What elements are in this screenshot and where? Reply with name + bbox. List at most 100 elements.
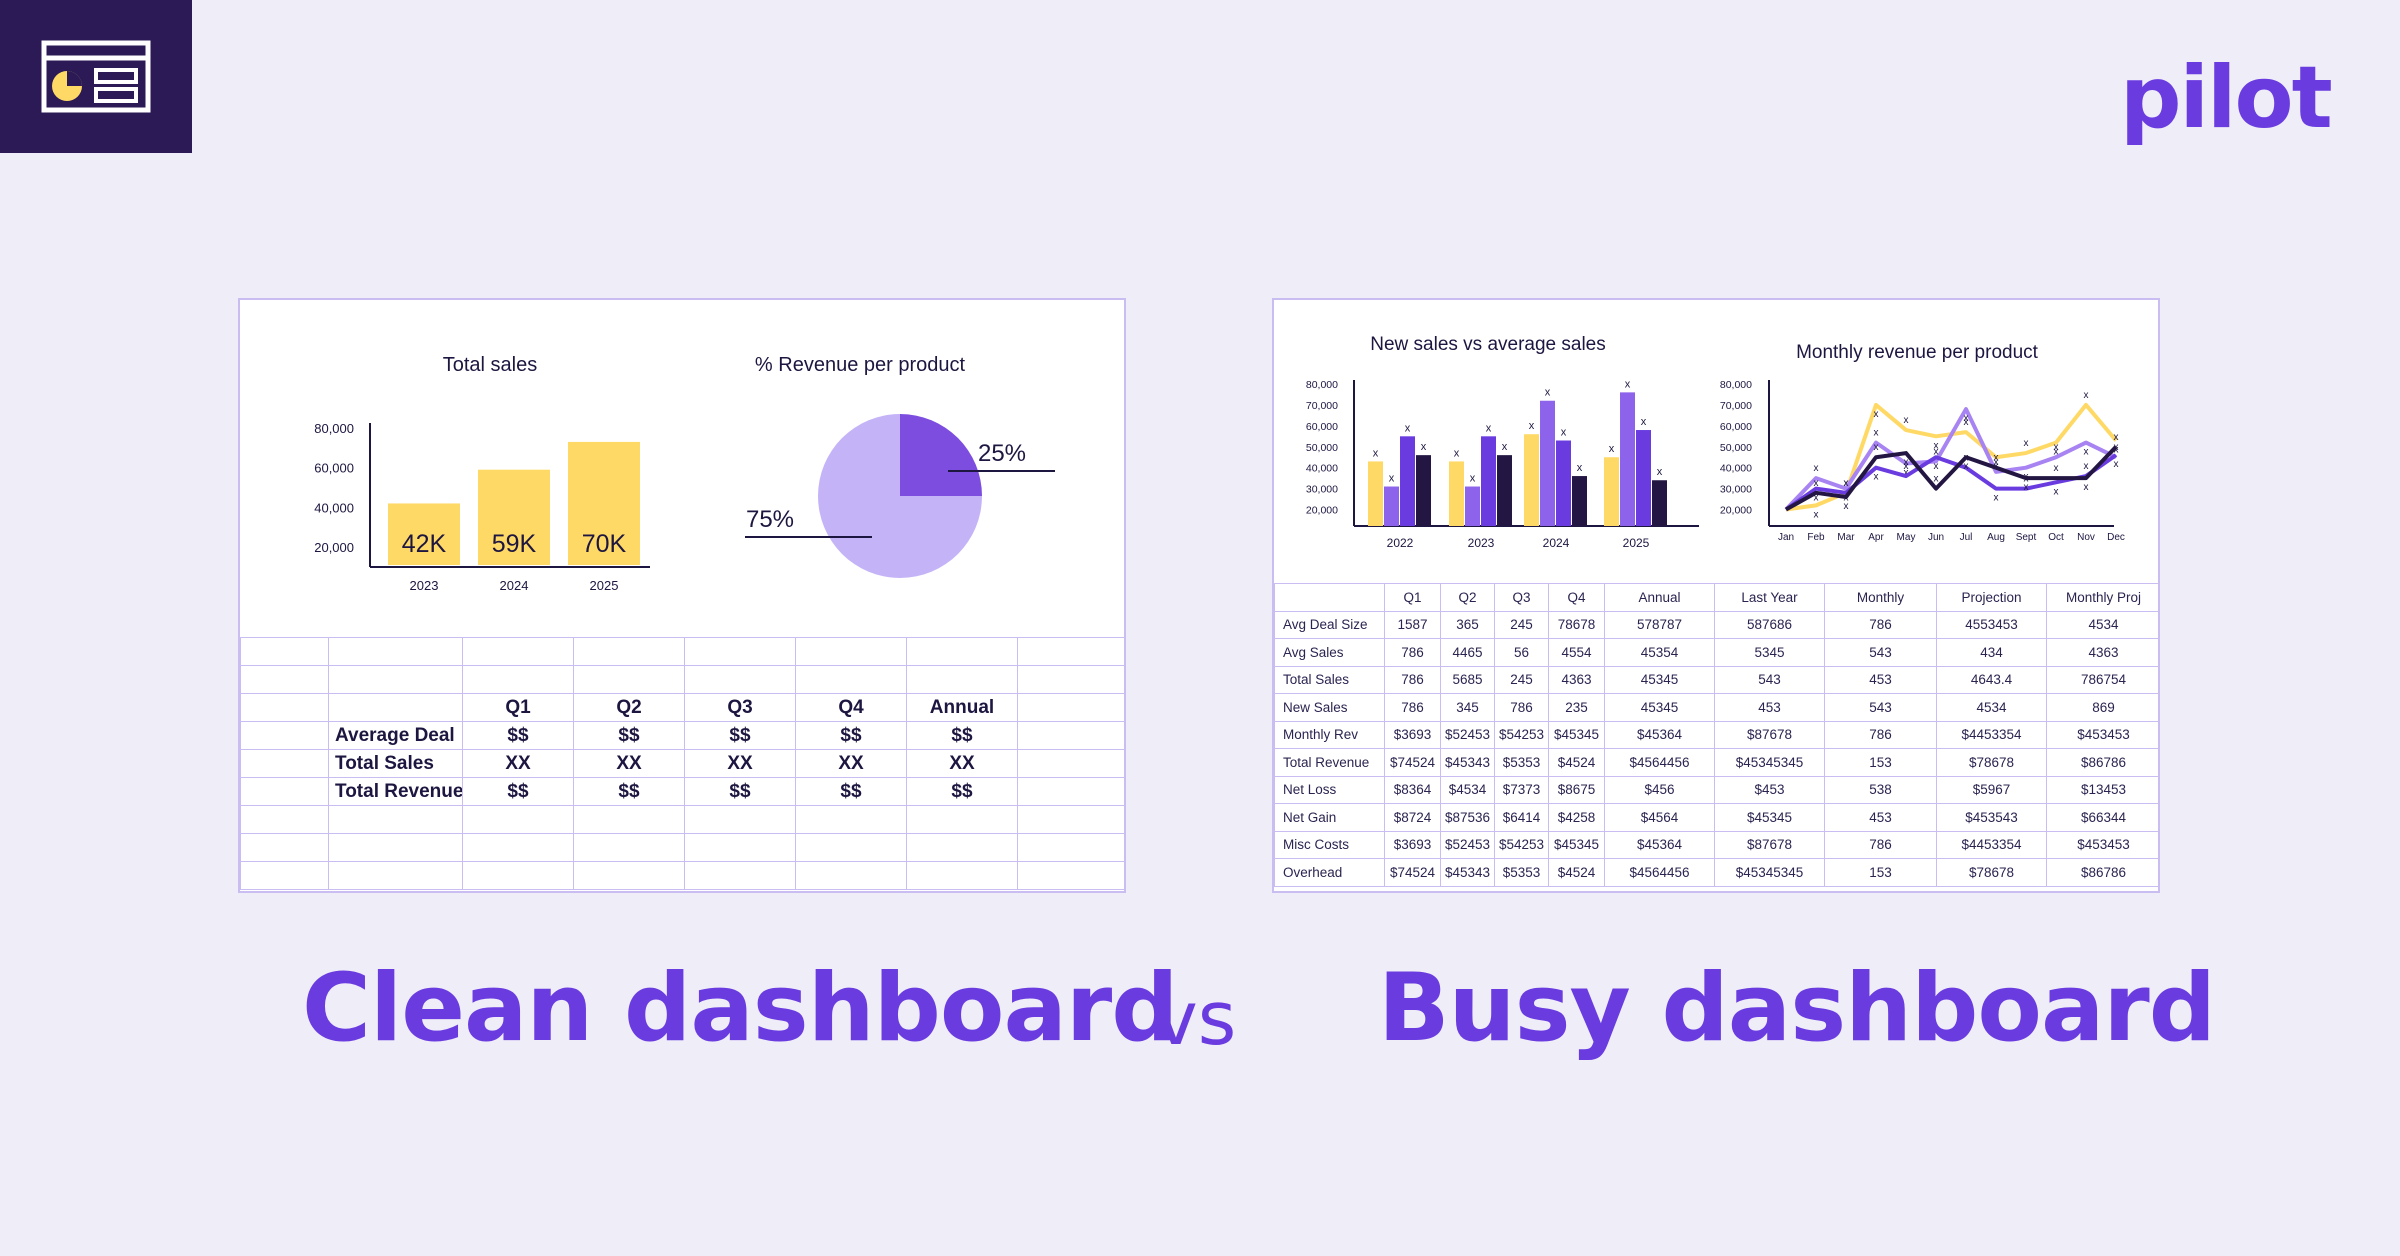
- table-cell: 578787: [1604, 610, 1715, 639]
- point-marker: x: [2114, 459, 2119, 470]
- table-cell: 4465: [1440, 638, 1495, 667]
- table-cell: $45345345: [1714, 858, 1825, 887]
- point-marker: x: [1904, 468, 1909, 479]
- clean-data-table: Q1 Q2 Q3 Q4 Annual Average Deal $$ $$ $$ $$ $$ Tota…: [240, 637, 1124, 890]
- bar: [568, 441, 640, 565]
- table-cell: 869: [2046, 693, 2158, 722]
- bar-marker: x: [1454, 447, 1460, 459]
- pie-slice: [900, 414, 982, 496]
- table-cell: Q1: [462, 693, 574, 722]
- table-cell: $87678: [1714, 720, 1825, 749]
- table-cell: 5345: [1714, 638, 1825, 667]
- table-cell: 365: [1440, 610, 1495, 639]
- table-cell: 45354: [1604, 638, 1715, 667]
- table-cell: $$: [906, 721, 1018, 750]
- pie-label: 25%: [978, 440, 1026, 467]
- bar: [1368, 461, 1383, 526]
- table-cell: 543: [1824, 638, 1937, 667]
- monthly-revenue-chart: 20,000 30,000 40,000 50,000 60,000 70,000 80,0…: [1720, 379, 2125, 543]
- table-cell: $4524: [1548, 858, 1605, 887]
- busy-dashboard-panel: New sales vs average sales Monthly reven…: [1272, 298, 2160, 893]
- table-cell: $8364: [1384, 775, 1441, 804]
- table-cell: Monthly: [1824, 583, 1937, 612]
- table-cell: $45343: [1440, 748, 1495, 777]
- bar: [1652, 480, 1667, 526]
- table-cell: 434: [1936, 638, 2047, 667]
- table-cell: $3693: [1384, 720, 1441, 749]
- table-cell: XX: [795, 749, 907, 778]
- point-marker: x: [2054, 463, 2059, 474]
- table-cell: [1274, 583, 1385, 612]
- bar-marker: x: [1577, 462, 1583, 474]
- table-cell: [795, 665, 907, 694]
- table-cell: [240, 777, 329, 806]
- table-cell: 786: [1824, 610, 1937, 639]
- table-cell: $4453354: [1936, 830, 2047, 859]
- table-cell: [795, 805, 907, 834]
- table-cell: [906, 665, 1018, 694]
- table-cell: [240, 665, 329, 694]
- x-tick-label: Jan: [1778, 532, 1794, 543]
- x-tick-label: 2024: [1543, 536, 1570, 550]
- x-tick-label: Jul: [1960, 532, 1973, 543]
- point-marker: x: [2054, 486, 2059, 497]
- table-cell: $$: [684, 777, 796, 806]
- bar-data-label: 70K: [582, 530, 627, 558]
- bar: [1416, 455, 1431, 526]
- series-line: [1785, 445, 2118, 512]
- x-tick-label: 2025: [1623, 536, 1650, 550]
- table-cell: Total Sales: [328, 749, 463, 778]
- busy-dashboard-caption: Busy dashboard: [1378, 954, 2216, 1063]
- table-row: Total Sales 786 5685 245 4363 45345 543 453 4643…: [1274, 665, 2158, 694]
- table-cell: [684, 665, 796, 694]
- point-marker: x: [1934, 474, 1939, 485]
- x-tick-label: Sept: [2016, 532, 2037, 543]
- table-cell: $$: [573, 777, 685, 806]
- series-line: [1784, 453, 2118, 512]
- bar-marker: x: [1389, 473, 1395, 485]
- bar-data-label: 59K: [492, 530, 537, 558]
- monthly-revenue-title: Monthly revenue per product: [1796, 342, 2039, 363]
- point-marker: x: [1814, 509, 1819, 520]
- y-tick-label: 60,000: [1306, 421, 1338, 433]
- table-cell: Q2: [1440, 583, 1495, 612]
- y-tick-label: 40,000: [314, 500, 354, 515]
- point-marker: x: [1814, 493, 1819, 504]
- table-cell: [240, 805, 329, 834]
- table-cell: 245: [1494, 610, 1549, 639]
- x-tick-label: Oct: [2048, 532, 2064, 543]
- table-cell: 5685: [1440, 665, 1495, 694]
- table-cell: [684, 805, 796, 834]
- x-tick-label: Nov: [2077, 532, 2095, 543]
- table-cell: $45343: [1440, 858, 1495, 887]
- table-cell: $3693: [1384, 830, 1441, 859]
- table-cell: $$: [795, 721, 907, 750]
- table-cell: Monthly Rev: [1274, 720, 1385, 749]
- table-cell: $453453: [2046, 830, 2158, 859]
- bar-marker: x: [1486, 422, 1492, 434]
- table-cell: Q3: [1494, 583, 1549, 612]
- bar-marker: x: [1561, 426, 1567, 438]
- bar: [1481, 436, 1496, 526]
- table-cell: $45345: [1714, 803, 1825, 832]
- table-cell: [573, 637, 685, 666]
- table-cell: $$: [573, 721, 685, 750]
- table-cell: $4258: [1548, 803, 1605, 832]
- table-cell: [906, 833, 1018, 862]
- point-marker: x: [2054, 447, 2059, 458]
- table-cell: [462, 805, 574, 834]
- table-row: Avg Deal Size 1587 365 245 78678 578787 587686…: [1274, 610, 2158, 639]
- table-cell: [328, 861, 463, 890]
- table-cell: $78678: [1936, 748, 2047, 777]
- table-cell: $8675: [1548, 775, 1605, 804]
- bar-marker: x: [1421, 441, 1427, 453]
- table-cell: Avg Sales: [1274, 638, 1385, 667]
- y-tick-label: 70,000: [1720, 400, 1752, 412]
- table-row: [240, 637, 1124, 666]
- y-tick-label: 20,000: [1306, 505, 1338, 517]
- table-cell: 4363: [2046, 638, 2158, 667]
- table-cell: XX: [684, 749, 796, 778]
- y-tick-label: 50,000: [1720, 442, 1752, 454]
- table-cell: 4554: [1548, 638, 1605, 667]
- bar-marker: x: [1625, 378, 1631, 390]
